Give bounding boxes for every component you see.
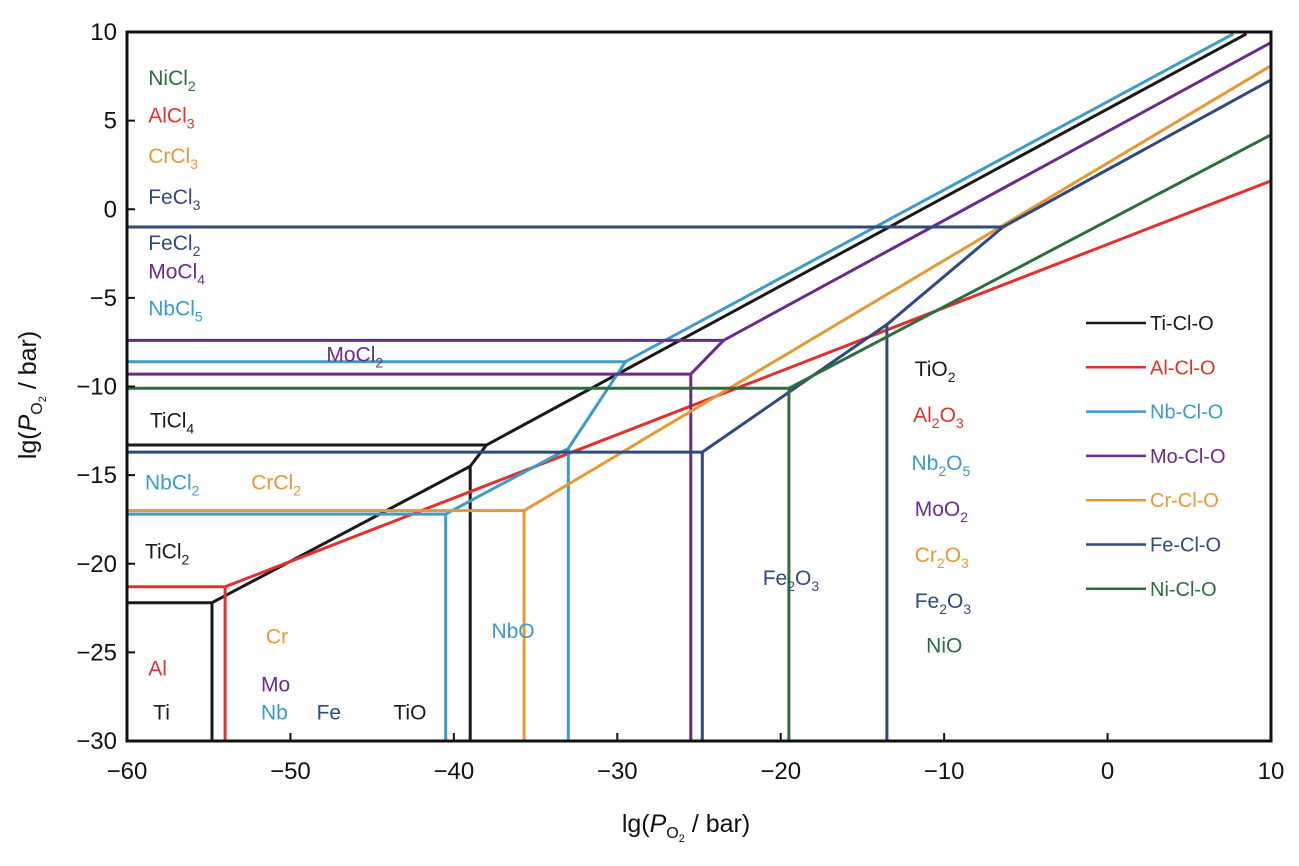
region-label: TiCl2 <box>145 540 190 567</box>
series-line-cr-cl-o-1 <box>523 64 1271 512</box>
region-label: Ti <box>153 702 170 725</box>
series-layer <box>127 32 1271 741</box>
region-label: CrCl3 <box>148 145 198 172</box>
region-label: FeCl2 <box>148 232 200 259</box>
x-tick-label: −20 <box>760 758 801 785</box>
region-label: TiO <box>393 702 426 725</box>
legend-label: Mo-Cl-O <box>1150 446 1226 468</box>
region-label: Nb2O5 <box>911 452 970 479</box>
x-tick-label: −30 <box>597 758 638 785</box>
y-axis-title: lg(PO2 / bar) <box>14 331 49 459</box>
region-label: TiO2 <box>915 358 956 385</box>
region-label: Mo <box>261 673 290 696</box>
region-label: Al <box>148 657 167 680</box>
legend-label: Fe-Cl-O <box>1150 535 1221 557</box>
region-label: CrCl2 <box>251 471 301 498</box>
y-tick-label: 10 <box>90 19 117 46</box>
legend-label: Al-Cl-O <box>1150 357 1216 379</box>
region-label: Nb <box>261 702 288 725</box>
legend-label: Cr-Cl-O <box>1150 490 1219 512</box>
legend-item: Ni-Cl-O <box>1086 579 1217 601</box>
region-label: MoO2 <box>915 498 969 525</box>
y-tick-label: −20 <box>76 551 117 578</box>
series-mo-cl-o <box>127 41 1271 741</box>
series-ni-cl-o <box>127 133 1271 741</box>
region-label: Cr <box>266 626 288 649</box>
legend-item: Cr-Cl-O <box>1086 490 1219 512</box>
legend-label: Ni-Cl-O <box>1150 579 1217 601</box>
y-tick-label: −15 <box>76 462 117 489</box>
y-tick-label: −10 <box>76 374 117 401</box>
region-label: MoCl4 <box>148 260 205 287</box>
y-tick-label: 0 <box>104 196 117 223</box>
series-nb-cl-o <box>127 32 1235 741</box>
y-tick-label: −5 <box>90 285 117 312</box>
legend-label: Nb-Cl-O <box>1150 402 1223 424</box>
region-label: Fe <box>317 702 342 725</box>
region-label: FeCl3 <box>148 186 200 213</box>
region-label: NiO <box>926 634 962 657</box>
legend-item: Ti-Cl-O <box>1086 313 1214 335</box>
x-axis-title: lg(PO2 / bar) <box>622 810 750 845</box>
series-al-cl-o <box>127 179 1271 741</box>
legend-item: Fe-Cl-O <box>1086 535 1221 557</box>
x-tick-label: −40 <box>433 758 474 785</box>
y-tick-label: −30 <box>76 728 117 755</box>
y-tick-label: −25 <box>76 639 117 666</box>
series-cr-cl-o <box>127 64 1271 741</box>
series-fe-cl-o <box>127 78 1271 741</box>
x-tick-label: 10 <box>1258 758 1285 785</box>
region-label: Al2O3 <box>913 404 964 431</box>
region-label: Fe2O3 <box>915 590 972 617</box>
x-tick-label: −10 <box>924 758 965 785</box>
legend-item: Nb-Cl-O <box>1086 402 1223 424</box>
legend: Ti-Cl-O Al-Cl-O Nb-Cl-O Mo-Cl-O Cr-Cl-O Fe-Cl… <box>1086 313 1226 601</box>
series-line-nb-cl-o-3 <box>624 32 1235 364</box>
region-label: NiCl2 <box>148 67 196 94</box>
legend-label: Ti-Cl-O <box>1150 313 1214 335</box>
region-label: TiCl4 <box>150 409 195 436</box>
region-label: NbCl5 <box>148 298 203 325</box>
region-label: MoCl2 <box>326 344 383 371</box>
region-label: Fe2O3 <box>763 567 820 594</box>
x-tick-label: −60 <box>107 758 148 785</box>
series-line-mo-cl-o-2 <box>689 339 725 376</box>
region-label: NbO <box>491 620 534 643</box>
x-tick-label: 0 <box>1101 758 1114 785</box>
y-tick-label: 5 <box>104 108 117 135</box>
legend-item: Al-Cl-O <box>1086 357 1216 379</box>
legend-item: Mo-Cl-O <box>1086 446 1226 468</box>
x-tick-label: −50 <box>270 758 311 785</box>
region-label: Cr2O3 <box>915 544 969 571</box>
region-label: NbCl2 <box>145 471 200 498</box>
series-line-ni-cl-o-1 <box>788 133 1271 390</box>
series-line-fe-cl-o-3 <box>1002 78 1271 229</box>
series-line-al-cl-o-1 <box>224 179 1271 589</box>
tick-layer: −60 −50 −40 −30 −20 −10 0 10 10 5 0 −5 −10 −15 −20 −25 −… <box>76 19 1284 785</box>
region-label: AlCl3 <box>148 104 195 131</box>
series-line-ti-cl-o-3 <box>469 32 1248 468</box>
